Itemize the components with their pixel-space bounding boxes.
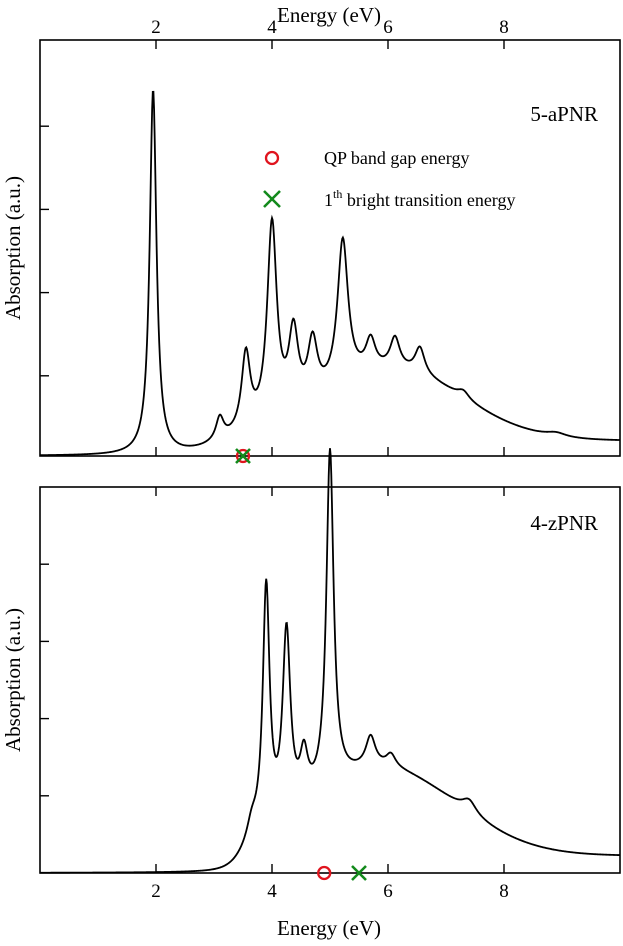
y-axis-label: Absorption (a.u.) — [1, 608, 25, 752]
bright-transition-marker-stroke-b — [235, 448, 251, 464]
x-ticks: 2 4 6 8 — [151, 487, 509, 902]
legend-circle-marker — [264, 150, 280, 166]
qp-gap-marker — [317, 865, 332, 881]
legend-cross-marker — [263, 190, 281, 208]
bottom-x-axis-label: Energy (eV) — [277, 916, 381, 940]
panel-5-apnr: 2 4 6 8 5-aPNR Absorption (a.u.) QP band ga… — [1, 17, 621, 464]
x-tick-label: 8 — [499, 17, 509, 38]
panel-label: 4-zPNR — [530, 511, 598, 535]
top-x-axis-label: Energy (eV) — [277, 3, 381, 27]
x-tick-label: 8 — [499, 881, 509, 902]
y-ticks — [40, 125, 49, 377]
panel-label: 5-aPNR — [530, 102, 598, 126]
legend: QP band gap energy 1th bright transition… — [263, 148, 515, 210]
bright-transition-marker — [235, 448, 251, 464]
x-tick-label: 6 — [383, 881, 393, 902]
x-tick-label: 6 — [383, 17, 393, 38]
legend-label-bright: 1th bright transition energy — [324, 187, 515, 210]
legend-label-sup: th — [333, 187, 342, 201]
panel-4-zpnr: 2 4 6 8 4-zPNR Absorption (a.u.) — [1, 448, 621, 902]
legend-label-prefix: 1 — [324, 190, 333, 210]
legend-label-suffix: bright transition energy — [342, 190, 515, 210]
x-tick-label: 2 — [151, 17, 161, 38]
legend-label-qp: QP band gap energy — [324, 148, 469, 168]
x-tick-label: 4 — [267, 881, 277, 902]
bright-transition-marker — [351, 865, 367, 881]
x-tick-label: 2 — [151, 881, 161, 902]
y-ticks — [40, 563, 49, 797]
absorption-curve — [40, 448, 621, 874]
legend-entry-bright: 1th bright transition energy — [263, 187, 515, 210]
bright-transition-marker-stroke-b — [351, 865, 367, 881]
legend-entry-qp: QP band gap energy — [264, 148, 469, 168]
absorption-curve — [39, 90, 621, 457]
panel-frame — [39, 486, 621, 874]
legend-cross-marker-stroke-b — [263, 190, 281, 208]
x-ticks: 2 4 6 8 — [151, 17, 509, 456]
qp-gap-marker — [235, 448, 251, 464]
x-tick-label: 4 — [267, 17, 277, 38]
y-axis-label: Absorption (a.u.) — [1, 176, 25, 320]
